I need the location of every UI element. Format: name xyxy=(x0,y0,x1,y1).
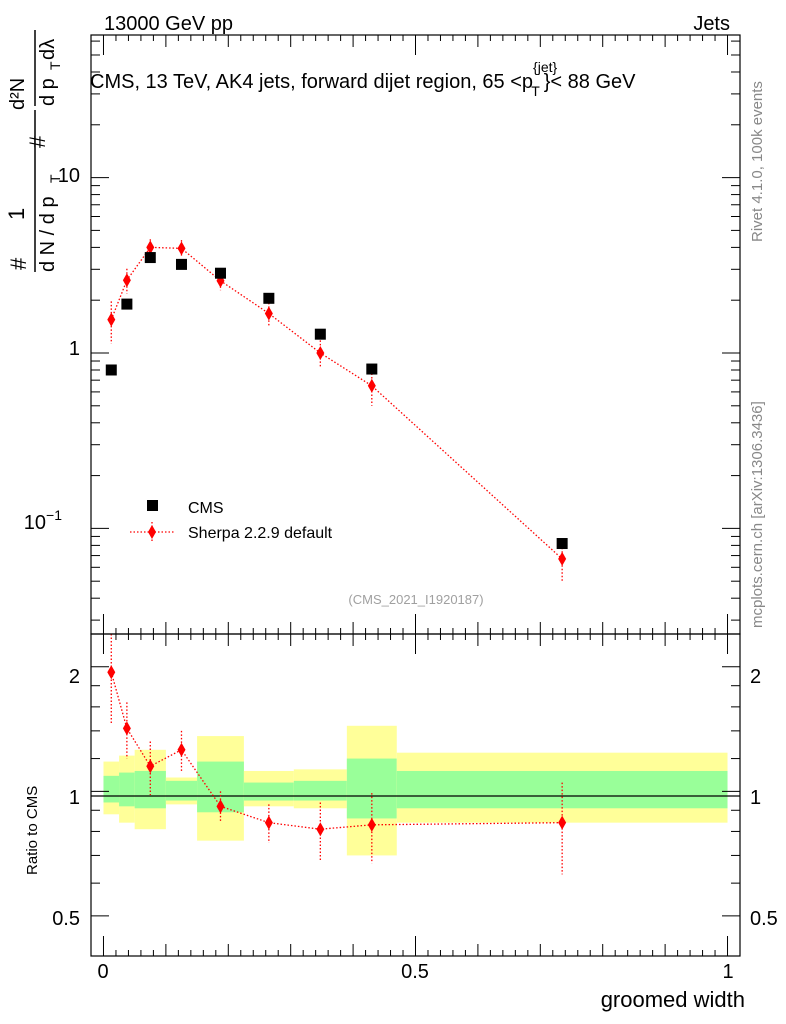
cms-point-0 xyxy=(105,364,117,376)
sherpa-point-1 xyxy=(122,273,131,288)
ylabel-dp: d p xyxy=(37,78,59,106)
legend-sherpa-label: Sherpa 2.2.9 default xyxy=(188,525,333,542)
ratio-tick-label-2: 2 xyxy=(69,666,80,688)
sherpa-ratio-point-6 xyxy=(316,822,325,837)
main-panel-ticks xyxy=(91,35,740,634)
ratio-marks xyxy=(107,634,567,875)
main-panel-frame xyxy=(90,34,741,635)
y-tick-label-0.1: 10−1 xyxy=(24,507,62,534)
ylabel-hash2: # xyxy=(25,135,50,148)
ratio-inner-band-1 xyxy=(119,772,135,807)
ratio-tick-label-1: 1 xyxy=(69,787,80,809)
ylabel-T: T xyxy=(47,174,63,183)
sherpa-ratio-point-8 xyxy=(558,815,567,830)
ratio-inner-band-5 xyxy=(243,782,294,801)
cms-point-5 xyxy=(263,292,275,304)
x-tick-label-0.5: 0.5 xyxy=(401,961,429,983)
sherpa-ratio-point-5 xyxy=(264,815,273,830)
ylabel-hash1: # xyxy=(6,257,31,270)
main-panel xyxy=(90,34,741,635)
legend-cms-label: CMS xyxy=(188,500,224,517)
legend: CMS Sherpa 2.2.9 default xyxy=(130,500,333,542)
sherpa-point-0 xyxy=(107,312,116,327)
sherpa-point-7 xyxy=(367,378,376,393)
sherpa-ratio-point-1 xyxy=(122,721,131,736)
sherpa-ratio-point-2 xyxy=(146,759,155,774)
analysis-watermark: (CMS_2021_I1920187) xyxy=(348,592,483,607)
cms-point-3 xyxy=(175,258,187,270)
ylabel-one: 1 xyxy=(4,208,29,220)
ratio-ticks xyxy=(91,634,740,956)
x-tick-label-1: 1 xyxy=(722,961,733,983)
y-axis-label-top: # 1 d N / d p T # d²N d p T dλ xyxy=(4,30,63,272)
sherpa-point-5 xyxy=(264,306,273,321)
ratio-inner-band-7 xyxy=(346,758,397,819)
cms-point-1 xyxy=(121,298,133,310)
ratio-panel xyxy=(90,633,741,957)
cms-point-6 xyxy=(314,328,326,340)
ratio-axis-label: Ratio to CMS xyxy=(24,786,41,875)
rivet-label: Rivet 4.1.0, 100k events xyxy=(749,81,766,242)
energy-label: 13000 GeV pp xyxy=(104,13,233,35)
legend-cms-marker xyxy=(147,500,158,511)
ylabel-dlambda: dλ xyxy=(37,39,59,60)
sherpa-series-line xyxy=(110,246,563,560)
mcplots-label: mcplots.cern.ch [arXiv:1306.3436] xyxy=(749,401,766,628)
cms-point-2 xyxy=(144,252,156,264)
ylabel-d2N: d²N xyxy=(7,78,29,110)
cms-point-7 xyxy=(366,363,378,375)
y-tick-label-10: 10 xyxy=(58,165,80,187)
sherpa-ratio-point-7 xyxy=(367,817,376,832)
ylabel-T2: T xyxy=(47,61,63,70)
ylabel-dN: d N / d p xyxy=(37,196,59,272)
y-tick-label-1: 1 xyxy=(69,338,80,360)
ratio-bands xyxy=(103,725,728,856)
ratio-panel-frame xyxy=(90,633,741,957)
ratio-tick-label-0.5-right: 0.5 xyxy=(750,908,778,930)
ratio-inner-band-3 xyxy=(165,780,198,801)
x-axis-label: groomed width xyxy=(601,987,745,1012)
sherpa-point-6 xyxy=(316,345,325,360)
plot-title: CMS, 13 TeV, AK4 jets, forward dijet reg… xyxy=(90,59,636,99)
jets-label: Jets xyxy=(693,13,730,35)
x-tick-label-0: 0 xyxy=(97,961,108,983)
sherpa-point-8 xyxy=(558,551,567,566)
ratio-tick-label-0.5: 0.5 xyxy=(52,908,80,930)
ratio-inner-band-0 xyxy=(103,775,120,803)
cms-point-8 xyxy=(556,538,568,550)
sherpa-ratio-point-0 xyxy=(107,665,116,680)
legend-sherpa-marker xyxy=(148,525,156,539)
sherpa-point-2 xyxy=(146,240,155,255)
sherpa-ratio-point-3 xyxy=(177,742,186,757)
main-panel-marks xyxy=(105,239,568,583)
sherpa-ratio-point-4 xyxy=(216,799,225,814)
cms-point-4 xyxy=(214,267,226,279)
sherpa-point-3 xyxy=(177,241,186,256)
ratio-inner-band-6 xyxy=(293,780,347,801)
ratio-tick-label-2-right: 2 xyxy=(750,666,761,688)
ratio-tick-label-1-right: 1 xyxy=(750,787,761,809)
